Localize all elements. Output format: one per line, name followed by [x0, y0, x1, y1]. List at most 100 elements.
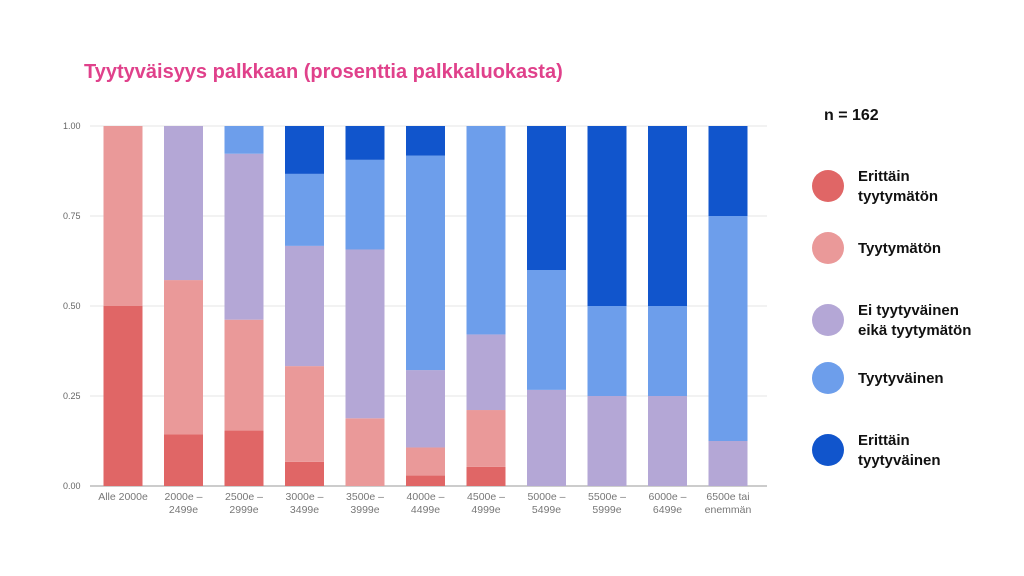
bar-segment: [164, 126, 203, 281]
legend-swatch: [812, 170, 844, 202]
x-tick-label: 3500e –3999e: [346, 491, 384, 516]
legend-label: Ei tyytyväinen eikä tyytymätön: [858, 301, 1018, 341]
bar-segment: [466, 334, 506, 411]
bar-segment: [345, 126, 385, 160]
x-tick-label-line: 6000e –: [649, 491, 687, 503]
bar-segment: [466, 126, 506, 335]
bar-segment: [285, 461, 324, 486]
bar-segment: [224, 153, 264, 320]
legend-swatch: [812, 304, 844, 336]
chart-title: Tyytyväisyys palkkaan (prosenttia palkka…: [84, 61, 563, 83]
x-tick-label-line: 4500e –: [467, 491, 505, 503]
bar-segment: [648, 126, 687, 306]
x-tick-label: 5000e –5499e: [528, 491, 566, 516]
y-tick-label: 1.00: [63, 121, 81, 131]
bar-segment: [285, 245, 324, 367]
x-tick-label: 5500e –5999e: [588, 491, 626, 516]
bar-segment: [164, 434, 203, 486]
legend-item: Erittäin tyytyväinen: [810, 430, 1020, 474]
x-tick-label: 3000e –3499e: [286, 491, 324, 516]
bar-segment: [285, 173, 324, 246]
y-tick-label: 0.50: [63, 301, 81, 311]
bar-segment: [648, 396, 687, 486]
bar-segment: [345, 249, 385, 419]
bar-segment: [708, 216, 748, 441]
bar-segment: [406, 155, 445, 371]
bar-segment: [345, 159, 385, 250]
x-tick-label: Alle 2000e: [98, 491, 148, 503]
legend-label: Erittäin tyytymätön: [858, 167, 1018, 207]
x-tick-label-line: 3499e: [290, 504, 319, 516]
x-tick-label-line: 3500e –: [346, 491, 384, 503]
y-tick-label: 0.75: [63, 211, 81, 221]
legend-label-line: tyytymätön: [858, 188, 939, 205]
legend-swatch: [812, 434, 844, 466]
x-tick-label-line: enemmän: [705, 504, 752, 516]
bar-segment: [587, 126, 627, 306]
bar-segment: [224, 126, 264, 154]
legend-item: Ei tyytyväinen eikä tyytymätön: [810, 300, 1020, 344]
bar-segment: [466, 410, 506, 467]
bar-segment: [708, 126, 748, 216]
x-tick-label: 6500e tai enemmän: [705, 491, 752, 516]
x-tick-label-line: 3999e: [350, 504, 379, 516]
bar-segment: [103, 126, 143, 306]
bar-segment: [527, 126, 566, 270]
bar-segment: [587, 306, 627, 396]
legend-swatch: [812, 362, 844, 394]
bar-segment: [224, 430, 264, 486]
x-tick-label-line: 4000e –: [407, 491, 445, 503]
legend-swatch: [812, 232, 844, 264]
legend-label-line: tyytyväinen: [858, 452, 941, 469]
x-tick-label-line: 4499e: [411, 504, 440, 516]
x-tick-label-line: 5499e: [532, 504, 561, 516]
x-tick-label: 4500e –4999e: [467, 491, 505, 516]
bar-segment: [708, 441, 748, 486]
bar-segment: [527, 389, 566, 486]
bar-segment: [406, 370, 445, 448]
x-tick-label-line: Alle 2000e: [98, 491, 148, 503]
x-tick-label-line: 2000e –: [165, 491, 203, 503]
legend-label-line: eikä tyytymätön: [858, 322, 972, 339]
y-tick-label: 0.00: [63, 481, 81, 491]
x-tick-label-line: 3000e –: [286, 491, 324, 503]
x-tick-label-line: 2500e –: [225, 491, 263, 503]
x-tick-label-line: 5999e: [592, 504, 621, 516]
x-tick-label-line: 2499e: [169, 504, 198, 516]
legend-label: Tyytymätön: [858, 239, 1018, 259]
legend-item: Erittäin tyytymätön: [810, 166, 1020, 210]
bar-segment: [164, 280, 203, 435]
legend-label-line: Ei tyytyväinen: [858, 302, 959, 319]
bar-segment: [224, 319, 264, 431]
bar-segment: [103, 306, 143, 486]
x-tick-label-line: 5000e –: [528, 491, 566, 503]
legend-item: Tyytymätön: [810, 232, 1020, 282]
bar-segment: [345, 418, 385, 486]
x-tick-label: 2000e –2499e: [165, 491, 203, 516]
bar-segment: [406, 475, 445, 486]
bar-segment: [587, 396, 627, 486]
legend-label-line: Tyytymätön: [858, 240, 942, 257]
legend-label-line: Erittäin: [858, 168, 910, 185]
legend-label-line: Tyytyväinen: [858, 370, 944, 387]
bar-segment: [527, 270, 566, 390]
bar-segment: [285, 126, 324, 174]
bar-segment: [466, 466, 506, 486]
bar-segment: [406, 126, 445, 156]
y-tick-label: 0.25: [63, 391, 81, 401]
sample-size-label: n = 162: [824, 107, 879, 124]
x-tick-label-line: 6499e: [653, 504, 682, 516]
x-tick-label-line: 6500e tai: [706, 491, 749, 503]
x-tick-label: 6000e –6499e: [649, 491, 687, 516]
legend-label: Tyytyväinen: [858, 369, 1018, 389]
x-tick-label: 4000e –4499e: [407, 491, 445, 516]
bar-segment: [406, 447, 445, 476]
legend-item: Tyytyväinen: [810, 362, 1020, 412]
x-tick-label-line: 5500e –: [588, 491, 626, 503]
legend-label-line: Erittäin: [858, 432, 910, 449]
x-tick-label-line: 4999e: [471, 504, 500, 516]
x-tick-label: 2500e –2999e: [225, 491, 263, 516]
bar-segment: [648, 306, 687, 396]
legend-label: Erittäin tyytyväinen: [858, 431, 1018, 471]
